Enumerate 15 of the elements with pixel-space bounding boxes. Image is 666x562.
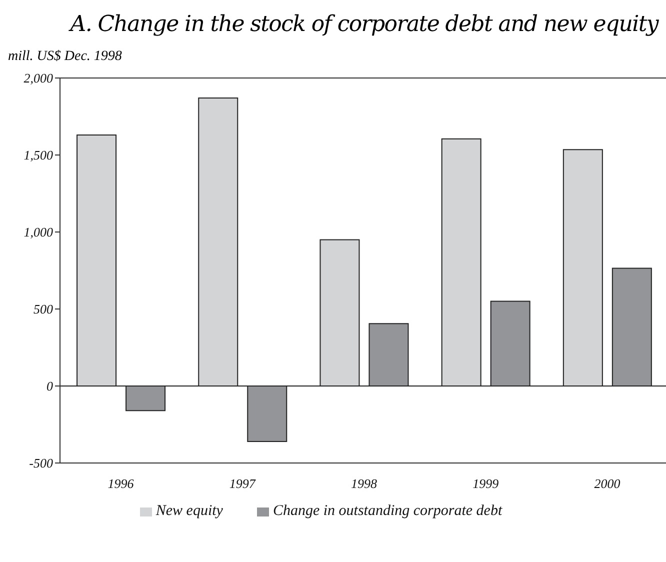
- x-tick-label: 1997: [229, 476, 256, 492]
- y-axis-title: mill. US$ Dec. 1998: [8, 49, 123, 65]
- y-tick-label: 1,000: [24, 224, 54, 240]
- legend-label: Change in outstanding corporate debt: [272, 503, 502, 519]
- legend-label: New equity: [156, 503, 223, 519]
- y-tick-label: 0: [46, 378, 54, 394]
- y-tick-label: 500: [34, 302, 54, 317]
- chart-title: A. Change in the stock of corporate debt and new equity: [68, 11, 658, 37]
- y-tick-label: 2,000: [24, 70, 54, 86]
- x-tick-label: 1998: [351, 476, 378, 492]
- x-tick-label: 1999: [472, 476, 500, 492]
- y-tick-label: 1,500: [24, 148, 54, 163]
- y-tick-label: -500: [29, 456, 54, 471]
- x-tick-label: 2000: [594, 476, 621, 492]
- x-tick-label: 1996: [108, 476, 134, 492]
